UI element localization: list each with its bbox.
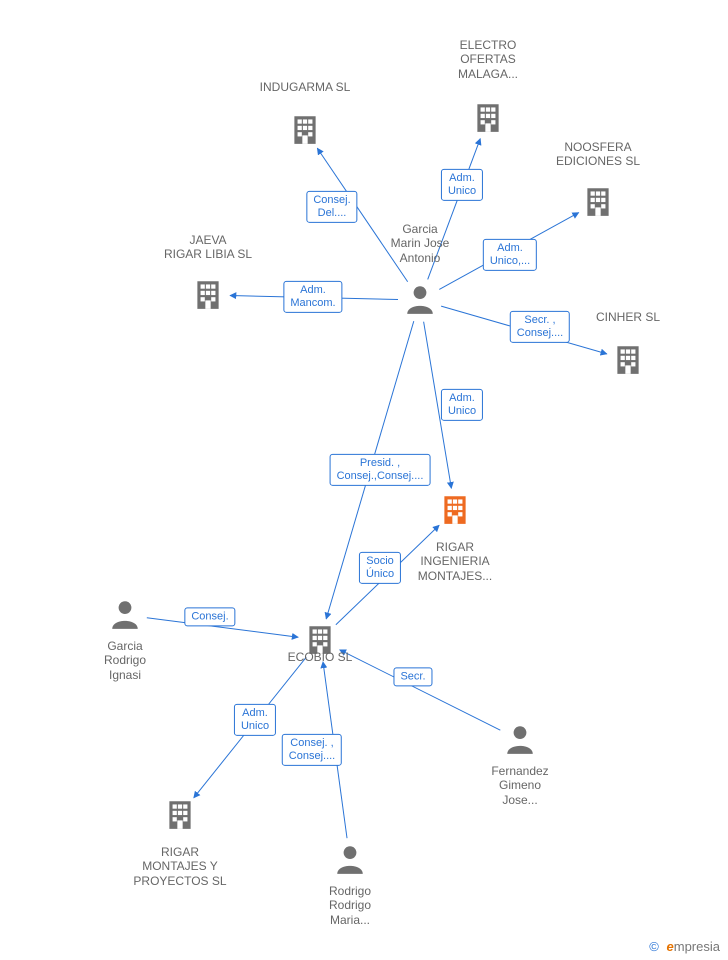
diagram-stage: Garcia Marin Jose Antonio INDUGARMA SL E…	[0, 0, 728, 960]
edge-label: Adm. Unico,...	[483, 239, 537, 271]
footer-brand: © empresia	[649, 939, 720, 954]
node-rigar_ing[interactable]: RIGAR INGENIERIA MONTAJES...	[438, 492, 472, 528]
node-fernandez[interactable]: Fernandez Gimeno Jose...	[503, 722, 537, 758]
node-jaeva[interactable]: JAEVA RIGAR LIBIA SL	[191, 277, 225, 313]
person-icon	[333, 842, 367, 876]
edge-label: Consej. , Consej....	[282, 734, 342, 766]
node-label: ECOBIO SL	[245, 650, 395, 664]
copyright-symbol: ©	[649, 939, 659, 954]
node-label: Fernandez Gimeno Jose...	[445, 764, 595, 807]
edge-label: Adm. Unico	[234, 704, 276, 736]
node-noosfera[interactable]: NOOSFERA EDICIONES SL	[581, 184, 615, 220]
brand-e: e	[667, 939, 674, 954]
edge-label: Adm. Unico	[441, 169, 483, 201]
node-indugarma[interactable]: INDUGARMA SL	[288, 112, 322, 148]
node-label: CINHER SL	[553, 310, 703, 324]
node-rigar_mont[interactable]: RIGAR MONTAJES Y PROYECTOS SL	[163, 797, 197, 833]
building-icon	[163, 797, 197, 831]
edge-label: Socio Único	[359, 552, 401, 584]
edge-label: Adm. Unico	[441, 389, 483, 421]
node-label: ELECTRO OFERTAS MALAGA...	[413, 38, 563, 81]
edge-label: Adm. Mancom.	[283, 281, 342, 313]
node-label: RIGAR MONTAJES Y PROYECTOS SL	[105, 845, 255, 888]
node-cinher[interactable]: CINHER SL	[611, 342, 645, 378]
node-label: JAEVA RIGAR LIBIA SL	[133, 233, 283, 262]
building-icon	[581, 184, 615, 218]
person-icon	[503, 722, 537, 756]
edge-label: Consej.	[184, 607, 235, 626]
node-label: Rodrigo Rodrigo Maria...	[275, 884, 425, 927]
node-label: Garcia Rodrigo Ignasi	[50, 639, 200, 682]
node-garcia_marin[interactable]: Garcia Marin Jose Antonio	[403, 282, 437, 318]
node-electro[interactable]: ELECTRO OFERTAS MALAGA...	[471, 100, 505, 136]
node-garcia_ignasi[interactable]: Garcia Rodrigo Ignasi	[108, 597, 142, 633]
node-ecobio[interactable]: ECOBIO SL	[303, 622, 337, 658]
person-icon	[108, 597, 142, 631]
building-icon	[191, 277, 225, 311]
edge-label: Consej. Del....	[306, 191, 357, 223]
building-icon	[288, 112, 322, 146]
node-label: Garcia Marin Jose Antonio	[345, 222, 495, 265]
node-rodrigo_maria[interactable]: Rodrigo Rodrigo Maria...	[333, 842, 367, 878]
building-icon	[438, 492, 472, 526]
brand-rest: mpresia	[674, 939, 720, 954]
edge-label: Secr.	[393, 667, 432, 686]
node-label: INDUGARMA SL	[230, 80, 380, 94]
node-label: NOOSFERA EDICIONES SL	[523, 140, 673, 169]
person-icon	[403, 282, 437, 316]
building-icon	[611, 342, 645, 376]
edge-label: Presid. , Consej.,Consej....	[330, 454, 431, 486]
edge-label: Secr. , Consej....	[510, 311, 570, 343]
building-icon	[471, 100, 505, 134]
node-label: RIGAR INGENIERIA MONTAJES...	[380, 540, 530, 583]
